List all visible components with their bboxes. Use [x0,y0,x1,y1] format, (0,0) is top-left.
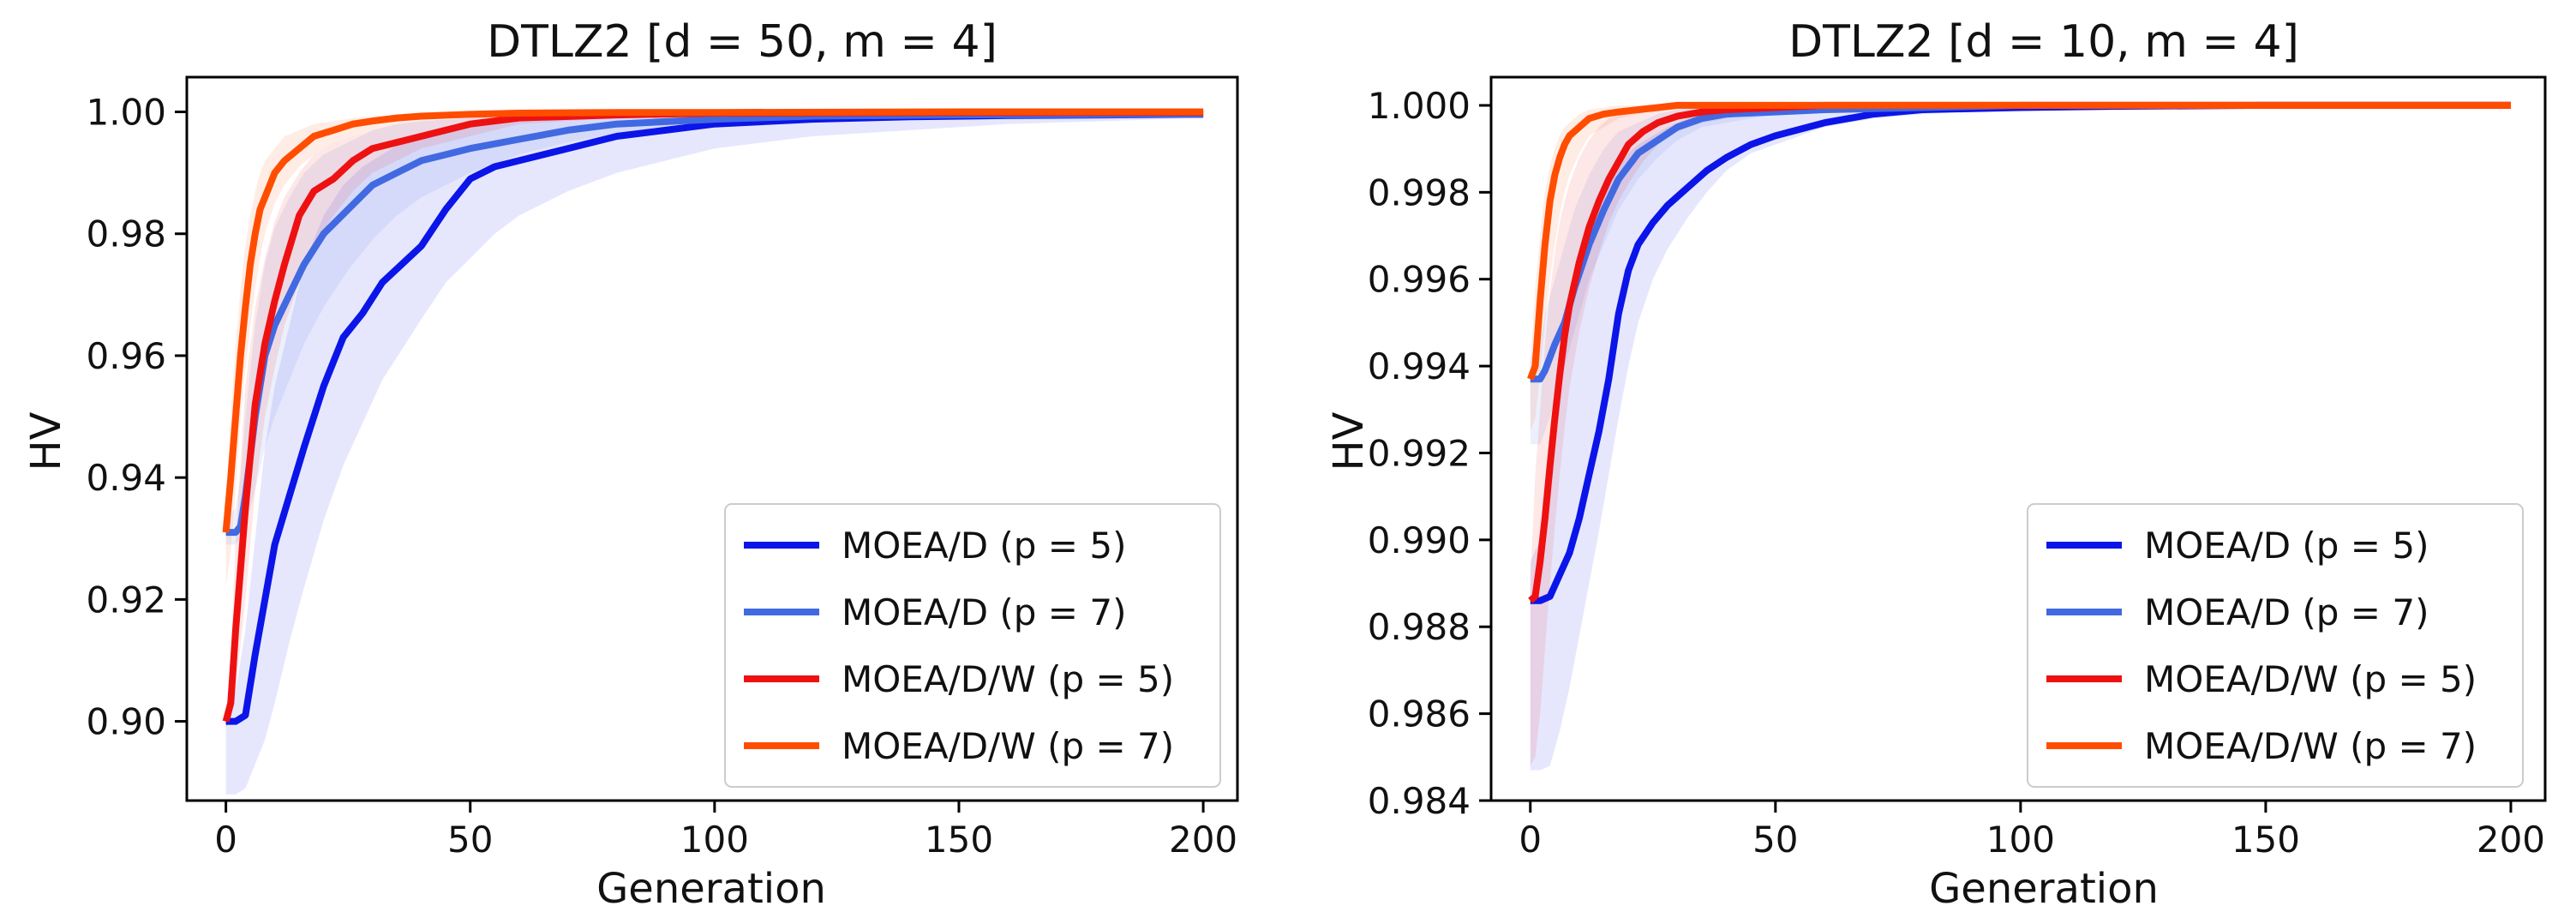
chart-title: DTLZ2 [d = 50, m = 4] [487,16,997,68]
chart-dtlz2-d50: DTLZ2 [d = 50, m = 4] 0.900.920.940.960.… [22,16,1239,913]
y-tick-label: 0.984 [1368,780,1471,822]
y-tick-label: 0.992 [1368,432,1471,474]
y-tick-label: 0.96 [86,335,166,377]
legend-label: MOEA/D/W (p = 5) [842,658,1174,700]
line-series-3 [1527,101,2511,381]
legend-label: MOEA/D/W (p = 7) [2144,725,2477,767]
x-axis-label: Generation [1929,865,2159,913]
x-tick-label: 50 [447,819,493,861]
legend-label: MOEA/D/W (p = 5) [2144,658,2477,700]
y-tick-label: 0.92 [86,579,166,621]
x-axis-ticks: 0 50 100 150 200 [214,801,1237,861]
y-tick-label: 0.996 [1368,259,1471,301]
plot-frame [1489,75,2547,802]
x-tick-label: 100 [1986,819,2055,861]
chart-dtlz2-d10: DTLZ2 [d = 10, m = 4] 0.9840.9860.9880.9… [1325,16,2547,913]
y-tick-label: 0.994 [1368,345,1471,387]
x-tick-label: 50 [1752,819,1798,861]
x-axis-label: Generation [596,865,826,913]
legend-label: MOEA/D (p = 5) [2144,525,2429,567]
line-series-0 [225,111,1204,725]
x-tick-label: 100 [680,819,749,861]
band-series-0 [1530,105,2511,771]
confidence-bands [225,111,1204,795]
y-tick-label: 0.98 [86,213,166,255]
series-lines [222,108,1204,725]
series-lines [1527,101,2511,604]
y-tick-label: 0.998 [1368,171,1471,213]
y-axis-label: HV [22,411,70,471]
y-tick-label: 1.00 [86,92,166,134]
legend-label: MOEA/D (p = 5) [842,525,1126,567]
y-tick-label: 0.986 [1368,693,1471,735]
x-tick-label: 0 [214,819,237,861]
legend-label: MOEA/D/W (p = 7) [842,725,1174,767]
y-tick-label: 0.90 [86,701,166,743]
x-tick-label: 150 [925,819,993,861]
band-series-1 [1530,105,2511,445]
chart-title: DTLZ2 [d = 10, m = 4] [1788,16,2299,68]
legend-box [2027,503,2524,788]
band-series-2 [225,111,1204,728]
legend: MOEA/D (p = 5) MOEA/D (p = 7) MOEA/D/W (p … [724,503,1221,788]
y-tick-label: 0.94 [86,457,166,499]
y-axis-label: HV [1325,411,1373,471]
x-axis-ticks: 0 50 100 150 200 [1519,801,2545,861]
legend-box [724,503,1221,788]
y-axis-ticks: 0.90 0.92 0.94 0.96 0.98 1.00 [86,92,187,743]
y-tick-label: 1.000 [1368,85,1471,127]
plot-frame [185,75,1239,802]
legend: MOEA/D (p = 5) MOEA/D (p = 7) MOEA/D/W (p … [2027,503,2524,788]
x-tick-label: 150 [2232,819,2300,861]
legend-label: MOEA/D (p = 7) [2144,591,2429,633]
band-series-1 [225,112,1204,545]
line-series-3 [222,108,1204,533]
x-tick-label: 200 [2477,819,2545,861]
y-tick-label: 0.988 [1368,606,1471,648]
legend-label: MOEA/D (p = 7) [842,591,1126,633]
x-tick-label: 200 [1169,819,1237,861]
x-tick-label: 0 [1519,819,1542,861]
y-tick-label: 0.990 [1368,519,1471,561]
y-axis-ticks: 0.984 0.986 0.988 0.990 0.992 0.994 0.996 0.998… [1368,85,1491,822]
